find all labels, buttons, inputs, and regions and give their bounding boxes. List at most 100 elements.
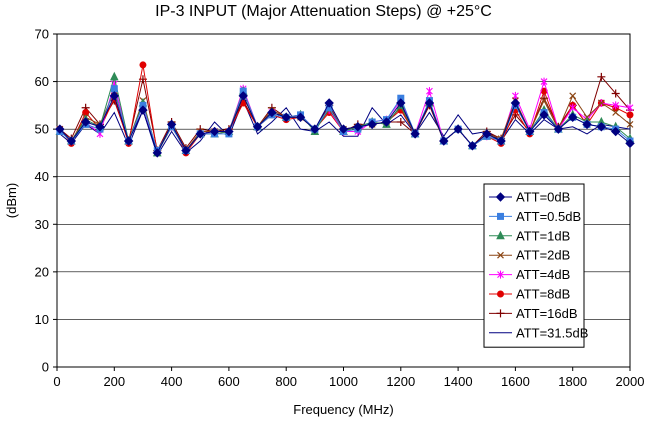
x-tick-label: 600	[218, 374, 240, 389]
data-point	[567, 112, 578, 122]
x-tick-label: 400	[161, 374, 183, 389]
data-point	[109, 91, 120, 101]
data-point	[310, 124, 320, 134]
y-tick-label: 50	[35, 122, 49, 137]
legend-item: ATT=0.5dB	[489, 209, 581, 224]
chart-title: IP-3 INPUT (Major Attenuation Steps) @ +…	[155, 3, 492, 20]
data-point	[424, 98, 435, 108]
data-point	[539, 110, 549, 120]
legend-marker	[497, 290, 504, 298]
data-point	[596, 122, 607, 132]
data-point	[209, 126, 220, 137]
x-tick-label: 2000	[616, 374, 645, 389]
data-point	[553, 124, 564, 134]
data-point	[525, 126, 535, 137]
series-layer	[55, 61, 635, 158]
legend-marker	[497, 251, 504, 259]
data-point	[55, 124, 65, 134]
data-point	[625, 138, 635, 149]
data-point	[610, 126, 621, 137]
data-point	[166, 119, 177, 130]
data-point	[267, 107, 277, 118]
data-point	[611, 89, 620, 98]
data-point	[152, 148, 162, 158]
y-tick-label: 40	[35, 169, 49, 184]
legend-item: ATT=2dB	[489, 248, 570, 263]
data-point	[626, 103, 634, 112]
data-point	[439, 136, 449, 146]
data-point	[324, 98, 334, 108]
data-point	[426, 87, 433, 96]
data-point	[338, 124, 349, 134]
data-point	[195, 129, 205, 139]
data-point	[139, 61, 147, 69]
series-ATT=2dB	[56, 87, 634, 157]
x-tick-label: 1800	[558, 374, 587, 389]
data-point	[597, 99, 605, 107]
y-tick-label: 70	[35, 27, 49, 42]
legend-label: ATT=8dB	[516, 287, 570, 302]
plot-frame	[56, 33, 631, 368]
data-point	[626, 120, 634, 128]
x-tick-label: 800	[275, 374, 297, 389]
legend-marker	[497, 212, 504, 220]
data-point	[95, 122, 105, 132]
data-point	[353, 122, 363, 132]
y-axis-label: (dBm)	[4, 183, 19, 218]
data-point	[367, 119, 377, 130]
legend-marker	[496, 309, 505, 318]
legend-label: ATT=16dB	[516, 306, 578, 321]
data-point	[540, 77, 548, 86]
legend-label: ATT=31.5dB	[516, 325, 588, 340]
legend-label: ATT=0.5dB	[516, 209, 581, 224]
data-point	[410, 129, 420, 139]
legend-item: ATT=8dB	[489, 287, 570, 302]
data-point	[109, 71, 119, 81]
series-ATT=0dB	[55, 91, 635, 158]
data-point	[626, 111, 634, 119]
data-point	[612, 109, 620, 116]
data-point	[396, 98, 406, 108]
series-ATT=31.5dB	[59, 99, 631, 157]
legend-item: ATT=4dB	[489, 267, 570, 282]
y-tick-label: 20	[35, 264, 49, 279]
data-point	[138, 105, 148, 115]
x-tick-label: 1000	[329, 374, 358, 389]
legend-item: ATT=16dB	[489, 306, 578, 321]
legend-marker	[497, 270, 504, 279]
data-point	[381, 117, 392, 127]
x-tick-label: 200	[103, 374, 125, 389]
data-point	[80, 117, 91, 127]
data-point	[597, 72, 606, 81]
data-point	[396, 118, 405, 127]
data-point	[453, 124, 463, 134]
data-point	[569, 92, 577, 100]
legend-label: ATT=2dB	[516, 248, 570, 263]
x-tick-label: 1400	[444, 374, 473, 389]
data-point	[496, 136, 506, 146]
legend-item: ATT=0dB	[489, 190, 570, 205]
data-point	[238, 91, 248, 101]
x-tick-label: 1600	[501, 374, 530, 389]
y-tick-label: 0	[42, 360, 49, 375]
data-point	[110, 85, 118, 93]
data-point	[482, 129, 492, 139]
legend-marker	[496, 230, 505, 240]
data-point	[540, 97, 548, 105]
data-point	[66, 136, 77, 146]
data-point	[582, 119, 592, 130]
data-point	[612, 101, 620, 110]
data-point	[295, 112, 306, 122]
legend-item: ATT=1dB	[489, 228, 570, 243]
legend-item: ATT=31.5dB	[489, 325, 588, 340]
data-point	[281, 112, 291, 122]
y-tick-label: 60	[35, 74, 49, 89]
axes-layer: 0 10 20 30 40 50 60 70 0 200 400 600 800 1000 1200 1400…	[35, 27, 645, 390]
legend-box	[483, 183, 585, 348]
legend-label: ATT=1dB	[516, 228, 570, 243]
data-point	[510, 98, 521, 108]
legend-marker	[495, 192, 506, 202]
series-ATT=0.5dB	[56, 85, 634, 155]
legend-label: ATT=0dB	[516, 190, 570, 205]
